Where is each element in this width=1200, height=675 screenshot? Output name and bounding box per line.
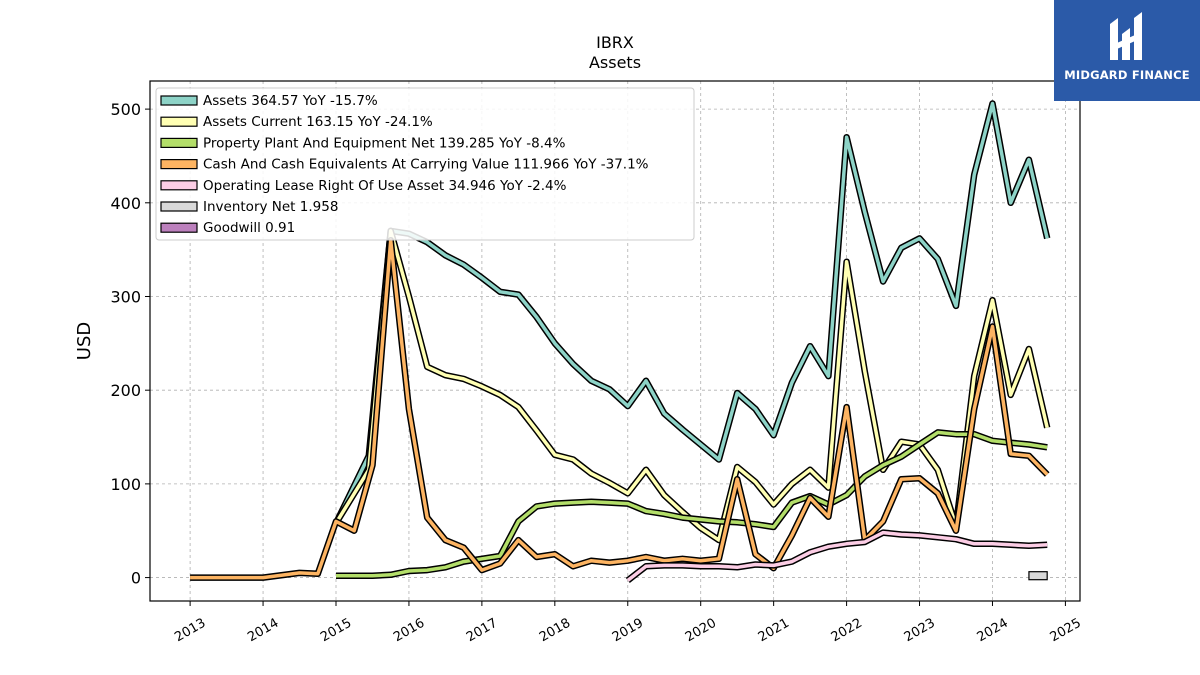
legend-entry: Goodwill 0.91	[203, 220, 295, 236]
x-tick-label: 2024	[975, 616, 1011, 646]
series-property-plant-and-equipment-net	[336, 430, 1048, 578]
series-cash-and-cash-equivalents-at-carrying-value	[190, 238, 1049, 580]
chart-title: IBRX	[596, 33, 634, 52]
y-tick-label: 300	[110, 287, 141, 306]
logo-text: MIDGARD FINANCE	[1064, 68, 1190, 82]
legend-entry: Operating Lease Right Of Use Asset 34.94…	[203, 178, 567, 194]
legend-swatch	[160, 159, 198, 170]
y-tick-label: 400	[110, 194, 141, 213]
series-operating-lease-right-of-use-asset	[626, 530, 1048, 582]
legend: Assets 364.57 YoY -15.7% Assets Current 1…	[155, 87, 695, 241]
legend-entry: Cash And Cash Equivalents At Carrying Va…	[203, 157, 649, 173]
x-tick-label: 2014	[245, 616, 281, 646]
logo-mark-icon	[1110, 12, 1142, 60]
series-lines	[190, 100, 1051, 583]
legend-box	[155, 87, 695, 241]
x-tick-label: 2021	[756, 616, 792, 646]
x-tick-label: 2022	[829, 616, 865, 646]
x-tick-label: 2018	[537, 616, 573, 646]
y-tick-label: 100	[110, 475, 141, 494]
legend-swatch	[160, 95, 198, 106]
series-assets-current	[334, 229, 1049, 542]
y-tick-label: 200	[110, 381, 141, 400]
legend-swatch	[160, 222, 198, 233]
y-tick-label: 500	[110, 100, 141, 119]
x-tick-label: 2019	[610, 616, 646, 646]
x-tick-label: 2013	[172, 616, 208, 646]
series-inventory-net	[1028, 571, 1048, 581]
y-axis-ticks: 0 100 200 300 400 500	[110, 100, 150, 588]
x-tick-label: 2016	[391, 616, 427, 646]
legend-swatch	[160, 180, 198, 191]
x-tick-label: 2025	[1048, 616, 1084, 646]
series-cash-and-cash-equivalents-at-carrying-value-outline	[190, 237, 1050, 581]
legend-entry: Assets Current 163.15 YoY -24.1%	[203, 114, 433, 130]
legend-entry: Inventory Net 1.958	[203, 199, 338, 215]
y-tick-label: 0	[131, 569, 141, 588]
x-tick-label: 2017	[464, 616, 500, 646]
brand-logo: MIDGARD FINANCE	[1054, 0, 1200, 101]
legend-swatch	[160, 116, 198, 127]
legend-entry: Assets 364.57 YoY -15.7%	[203, 93, 378, 109]
legend-swatch	[160, 201, 198, 212]
x-axis-ticks: 2013 2014 2015 2016 2017 2018 2019 2020 2021 2022…	[172, 601, 1084, 646]
y-axis-label: USD	[74, 322, 95, 360]
legend-swatch	[160, 137, 198, 148]
x-tick-label: 2015	[318, 616, 354, 646]
x-tick-label: 2023	[902, 616, 938, 646]
chart-subtitle: Assets	[589, 53, 641, 72]
plot-frame	[149, 80, 1081, 602]
series-assets	[334, 101, 1049, 524]
legend-entry: Property Plant And Equipment Net 139.285…	[203, 135, 566, 151]
x-tick-label: 2020	[683, 616, 719, 646]
